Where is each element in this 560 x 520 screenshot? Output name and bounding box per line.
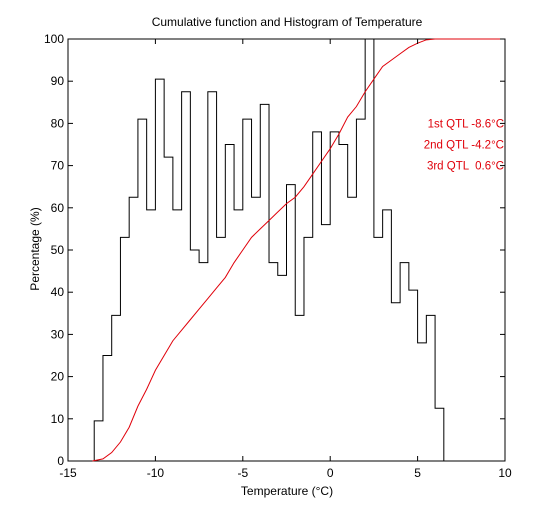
y-tick-label: 30	[51, 327, 65, 341]
quantile-annotations: 1st QTL -8.6°C 2nd QTL -4.2°C 3rd QTL 0.6°…	[424, 118, 504, 172]
x-tick-label: 10	[498, 466, 512, 480]
y-tick-label: 10	[51, 412, 65, 426]
quantile-annotation: 1st QTL -8.6°C	[428, 118, 504, 130]
x-tick-label: 0	[327, 466, 334, 480]
x-tick-label: -15	[59, 466, 77, 480]
x-tick-label: -10	[147, 466, 165, 480]
y-tick-label: 0	[57, 454, 64, 468]
quantile-annotation: 3rd QTL 0.6°C	[427, 161, 504, 173]
x-tick-label: -5	[237, 466, 248, 480]
cumulative-series	[92, 38, 505, 462]
y-tick-label: 40	[51, 285, 65, 299]
histogram-series	[93, 38, 445, 461]
y-tick-label: 80	[51, 116, 65, 130]
cumulative-line	[92, 38, 505, 462]
y-tick-label: 50	[51, 243, 65, 257]
histogram-outline	[93, 38, 445, 461]
y-tick-label: 20	[51, 370, 65, 384]
y-axis-title: Percentage (%)	[28, 207, 42, 290]
x-tick-label: 5	[414, 466, 421, 480]
quantile-annotation: 2nd QTL -4.2°C	[424, 140, 504, 152]
chart-title: Cumulative function and Histogram of Tem…	[152, 15, 423, 29]
y-tick-label: 90	[51, 74, 65, 88]
y-tick-label: 60	[51, 201, 65, 215]
x-axis-title: Temperature (°C)	[241, 484, 333, 498]
y-tick-label: 100	[44, 32, 64, 46]
y-tick-label: 70	[51, 159, 65, 173]
